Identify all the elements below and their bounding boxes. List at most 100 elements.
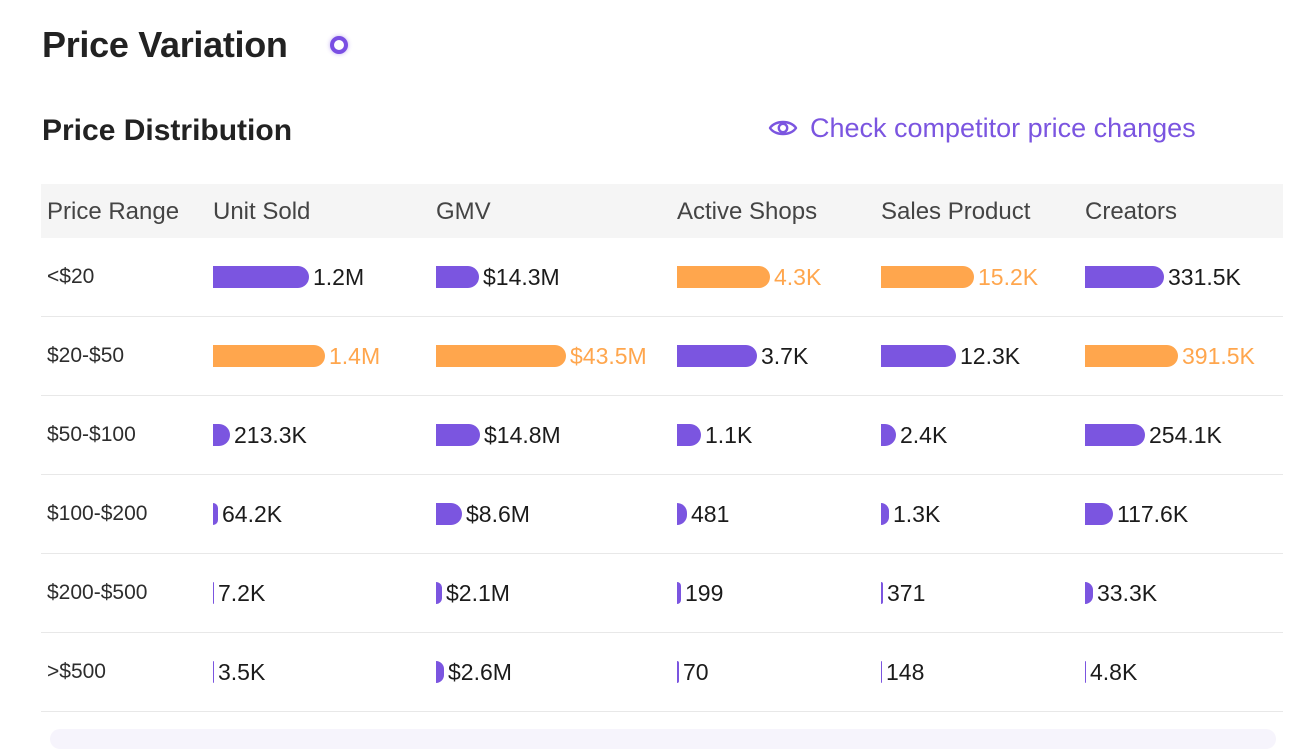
value-bar [1085, 266, 1164, 288]
metric-cell: 254.1K [1085, 396, 1222, 474]
value-label: 4.8K [1090, 658, 1138, 685]
metric-cell: 2.4K [881, 396, 947, 474]
metric-cell: 33.3K [1085, 554, 1157, 632]
price-range-cell: >$500 [47, 660, 106, 683]
value-label: 12.3K [960, 342, 1021, 369]
value-bar [1085, 661, 1086, 683]
column-header-gmv: GMV [436, 198, 491, 225]
metric-cell: $2.1M [436, 554, 510, 632]
value-bar [213, 345, 325, 367]
metric-cell: 148 [881, 633, 924, 711]
metric-cell: 12.3K [881, 317, 1020, 395]
value-label: 391.5K [1182, 342, 1255, 369]
price-range-cell: <$20 [47, 265, 95, 288]
metric-cell: 371 [881, 554, 925, 632]
table-row: <$20 1.2M $14.3M 4.3K 15.2K 331.5K [41, 238, 1283, 317]
column-header-creators: Creators [1085, 198, 1178, 225]
page-title: Price Variation [42, 24, 288, 65]
value-label: $2.6M [448, 658, 512, 685]
metric-cell: 1.3K [881, 475, 940, 553]
metric-cell: 3.7K [677, 317, 808, 395]
metric-cell: 64.2K [213, 475, 282, 553]
column-header-sales-product: Sales Product [881, 198, 1031, 225]
value-label: 1.3K [893, 500, 941, 527]
value-bar [213, 582, 214, 604]
table-body: <$20 1.2M $14.3M 4.3K 15.2K 331.5K $20-$50 1.4M… [41, 238, 1283, 712]
value-bar [436, 661, 444, 683]
value-label: 64.2K [222, 500, 283, 527]
value-label: 199 [685, 579, 724, 606]
metric-cell: 481 [677, 475, 729, 553]
value-bar [677, 582, 681, 604]
table-row: $50-$100 213.3K $14.8M 1.1K 2.4K 254.1K [41, 396, 1283, 475]
value-label: 1.2M [313, 263, 365, 290]
value-bar [881, 661, 882, 683]
column-header-active-shops: Active Shops [677, 198, 818, 225]
price-range-cell: $200-$500 [47, 581, 148, 604]
next-section-card [50, 729, 1276, 749]
metric-cell: 4.3K [677, 238, 821, 316]
metric-cell: 70 [677, 633, 709, 711]
value-label: 4.3K [774, 263, 822, 290]
value-bar [881, 266, 974, 288]
check-competitor-price-changes-link[interactable]: Check competitor price changes [768, 110, 1196, 146]
value-bar [677, 424, 701, 446]
value-label: 1.1K [705, 421, 753, 448]
value-bar [213, 661, 214, 683]
value-label: 148 [886, 658, 925, 685]
metric-cell: 213.3K [213, 396, 307, 474]
table-row: $20-$50 1.4M $43.5M 3.7K 12.3K 391.5K [41, 317, 1283, 396]
value-bar [677, 661, 679, 683]
value-bar [436, 266, 479, 288]
metric-cell: 1.2M [213, 238, 364, 316]
value-label: 15.2K [978, 263, 1039, 290]
section-title: Price Distribution [42, 114, 293, 147]
metric-cell: 7.2K [213, 554, 265, 632]
value-label: 371 [887, 579, 926, 606]
metric-cell: 391.5K [1085, 317, 1255, 395]
value-bar [881, 503, 889, 525]
metric-cell: $43.5M [436, 317, 647, 395]
value-bar [1085, 424, 1145, 446]
price-range-cell: $50-$100 [47, 423, 136, 446]
value-bar [436, 345, 566, 367]
column-header-unit-sold: Unit Sold [213, 198, 311, 225]
value-bar [1085, 582, 1093, 604]
value-bar [677, 503, 687, 525]
column-header-price-range: Price Range [47, 198, 180, 225]
value-label: $43.5M [570, 342, 647, 369]
value-label: 3.7K [761, 342, 809, 369]
value-label: 70 [683, 658, 709, 685]
value-bar [881, 424, 896, 446]
value-label: 7.2K [218, 579, 266, 606]
metric-cell: $2.6M [436, 633, 512, 711]
value-label: 117.6K [1117, 500, 1189, 527]
value-label: $8.6M [466, 500, 530, 527]
value-bar [1085, 503, 1113, 525]
value-label: $14.3M [483, 263, 560, 290]
metric-cell: $14.3M [436, 238, 560, 316]
table-row: $100-$200 64.2K $8.6M 481 1.3K 117.6K [41, 475, 1283, 554]
value-bar [677, 345, 757, 367]
metric-cell: 199 [677, 554, 723, 632]
table-header-row: Price Range Unit Sold GMV Active Shops Sales… [41, 184, 1283, 238]
metric-cell: 3.5K [213, 633, 265, 711]
value-label: 213.3K [234, 421, 307, 448]
metric-cell: 117.6K [1085, 475, 1188, 553]
value-bar [436, 424, 480, 446]
value-label: 1.4M [329, 342, 381, 369]
value-label: $2.1M [446, 579, 510, 606]
value-bar [1085, 345, 1178, 367]
metric-cell: 4.8K [1085, 633, 1137, 711]
value-bar [213, 503, 218, 525]
price-distribution-table: Price Range Unit Sold GMV Active Shops Sales… [41, 184, 1283, 712]
value-bar [881, 582, 883, 604]
competitor-link-label: Check competitor price changes [810, 112, 1196, 143]
price-range-cell: $100-$200 [47, 502, 148, 525]
value-label: 481 [691, 500, 730, 527]
value-label: 2.4K [900, 421, 948, 448]
status-dot-icon [330, 36, 348, 54]
table-row: >$500 3.5K $2.6M 70 148 4.8K [41, 633, 1283, 712]
value-label: $14.8M [484, 421, 561, 448]
value-bar [213, 266, 309, 288]
